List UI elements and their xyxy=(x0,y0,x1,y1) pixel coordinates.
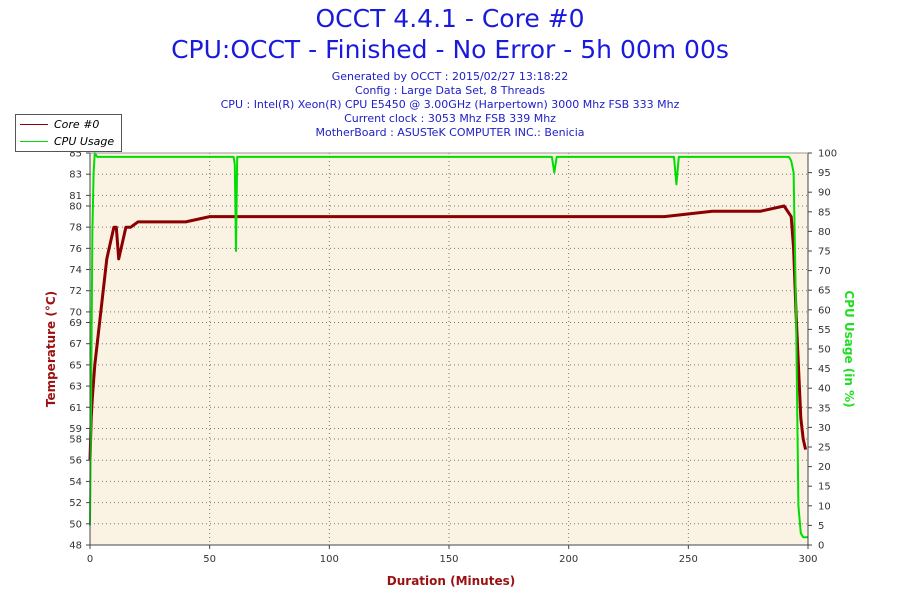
y-left-tick-label: 65 xyxy=(69,360,82,371)
y-left-tick-label: 78 xyxy=(69,223,82,234)
y-left-tick-label: 63 xyxy=(69,382,82,393)
y-right-tick-label: 10 xyxy=(818,501,831,512)
y-right-tick-label: 95 xyxy=(818,168,831,179)
y-right-tick-label: 55 xyxy=(818,325,831,336)
y-axis-label-left: Temperature (°C) xyxy=(44,291,58,407)
y-right-tick-label: 60 xyxy=(818,305,831,316)
x-axis-label: Duration (Minutes) xyxy=(387,574,515,588)
y-left-tick-label: 69 xyxy=(69,318,82,329)
series-line-core0 xyxy=(88,204,808,461)
y-right-tick-label: 100 xyxy=(818,149,837,160)
legend-label-core0: Core #0 xyxy=(54,117,100,131)
y-left-tick-label: 48 xyxy=(69,541,82,552)
y-right-tick-label: 90 xyxy=(818,188,831,199)
y-right-tick-label: 75 xyxy=(818,247,831,258)
legend-swatch-cpu-usage xyxy=(20,140,48,142)
x-tick-label: 100 xyxy=(320,554,339,565)
y-left-tick-label: 59 xyxy=(69,424,82,435)
y-axis-label-right: CPU Usage (in %) xyxy=(842,290,856,407)
y-left-tick-label: 74 xyxy=(69,265,82,276)
y-right-tick-label: 40 xyxy=(818,384,831,395)
x-tick-label: 300 xyxy=(798,554,817,565)
y-left-tick-label: 54 xyxy=(69,477,82,488)
y-right-tick-label: 50 xyxy=(818,345,831,356)
y-left-tick-label: 56 xyxy=(69,456,82,467)
y-right-tick-label: 20 xyxy=(818,462,831,473)
chart-subtitle: CPU:OCCT - Finished - No Error - 5h 00m … xyxy=(171,35,729,64)
y-left-tick-label: 81 xyxy=(69,191,82,202)
x-tick-label: 250 xyxy=(679,554,698,565)
y-right-tick-label: 80 xyxy=(818,227,831,238)
y-left-tick-label: 83 xyxy=(69,170,82,181)
y-left-tick-label: 76 xyxy=(69,244,82,255)
info-cpu: CPU : Intel(R) Xeon(R) CPU E5450 @ 3.00G… xyxy=(220,98,680,111)
y-right-tick-label: 35 xyxy=(818,403,831,414)
y-right-tick-label: 15 xyxy=(818,482,831,493)
x-tick-label: 0 xyxy=(87,554,93,565)
y-right-tick-label: 65 xyxy=(818,286,831,297)
y-left-tick-label: 70 xyxy=(69,307,82,318)
y-right-tick-label: 5 xyxy=(818,521,824,532)
y-right-tick-label: 45 xyxy=(818,364,831,375)
y-right-tick-label: 85 xyxy=(818,207,831,218)
legend-label-cpu-usage: CPU Usage xyxy=(54,134,115,148)
y-right-tick-label: 70 xyxy=(818,266,831,277)
legend-item-core0: Core #0 xyxy=(20,117,99,131)
y-left-tick-label: 67 xyxy=(69,339,82,350)
legend-item-cpu-usage: CPU Usage xyxy=(20,134,114,148)
chart-legend: Core #0 CPU Usage xyxy=(15,114,122,152)
y-right-tick-label: 30 xyxy=(818,423,831,434)
y-right-tick-label: 0 xyxy=(818,541,824,552)
info-clock: Current clock : 3053 Mhz FSB 339 Mhz xyxy=(344,112,556,125)
y-left-tick-label: 61 xyxy=(69,403,82,414)
legend-swatch-core0 xyxy=(20,123,48,125)
x-tick-label: 200 xyxy=(559,554,578,565)
x-tick-label: 150 xyxy=(439,554,458,565)
y-left-tick-label: 50 xyxy=(69,519,82,530)
x-tick-label: 50 xyxy=(203,554,216,565)
info-config: Config : Large Data Set, 8 Threads xyxy=(355,84,545,97)
y-right-tick-label: 25 xyxy=(818,443,831,454)
y-left-tick-label: 85 xyxy=(69,149,82,160)
info-motherboard: MotherBoard : ASUSTeK COMPUTER INC.: Ben… xyxy=(315,126,585,139)
y-left-tick-label: 72 xyxy=(69,286,82,297)
y-left-tick-label: 58 xyxy=(69,435,82,446)
y-left-tick-label: 80 xyxy=(69,201,82,212)
series-line-cpu-usage xyxy=(89,152,808,539)
info-generated: Generated by OCCT : 2015/02/27 13:18:22 xyxy=(331,70,569,83)
chart-title: OCCT 4.4.1 - Core #0 xyxy=(315,4,585,33)
y-left-tick-label: 52 xyxy=(69,498,82,509)
